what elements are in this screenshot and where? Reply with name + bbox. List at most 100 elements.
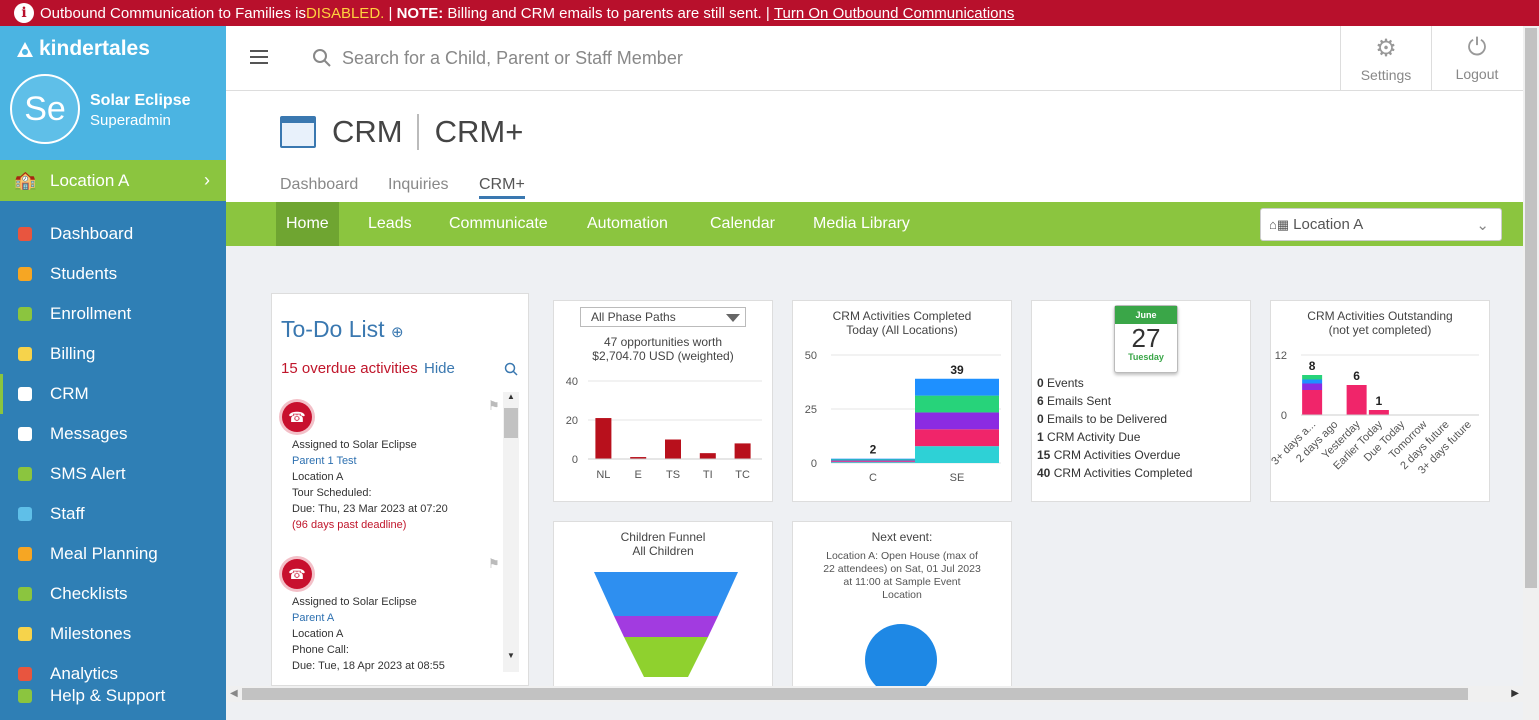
search-input[interactable] [342, 44, 842, 72]
summary-count: 0 [1037, 412, 1044, 426]
summary-count: 1 [1037, 430, 1044, 444]
sidebar-item-label: Students [50, 264, 118, 283]
activity-parent-link[interactable]: Parent A [292, 612, 335, 624]
kindertales-logo[interactable]: kindertales [14, 37, 150, 61]
sidebar-item-crm[interactable]: CRM [0, 374, 226, 414]
page-subtitle: CRM+ [434, 114, 524, 149]
flag-icon[interactable]: ⚑ [488, 398, 500, 413]
activity-parent-link[interactable]: Parent 1 Test [292, 455, 357, 467]
next-event-card: Next event: Location A: Open House (max … [792, 521, 1012, 691]
tab-dashboard[interactable]: Dashboard [280, 176, 359, 193]
sidebar-item-analytics[interactable]: Analytics [0, 654, 226, 694]
subnav-calendar[interactable]: Calendar [710, 215, 775, 232]
tab-inquiries[interactable]: Inquiries [388, 176, 449, 193]
sidebar-item-help-support[interactable]: Help & Support [0, 676, 226, 716]
sidebar-item-label: Billing [50, 344, 96, 363]
completed-title: CRM Activities Completed [832, 309, 972, 323]
sidebar-item-messages[interactable]: Messages [0, 414, 226, 454]
y-tick-label: 12 [1275, 350, 1287, 362]
settings-button[interactable]: ⚙ Settings [1340, 26, 1431, 90]
enrollment-icon [14, 304, 36, 324]
summary-label: Emails Sent [1043, 394, 1112, 408]
todo-title[interactable]: To-Do List ⊕ [281, 316, 404, 343]
add-circle-icon[interactable]: ⊕ [390, 324, 404, 341]
calendar-summary-card: June 27 Tuesday 0 Events 6 Emails Sent 0 E… [1031, 300, 1251, 502]
activities-outstanding-card: CRM Activities Outstanding (not yet comp… [1270, 300, 1490, 502]
page-header: CRM CRM+ [280, 114, 523, 150]
tab-crm-plus[interactable]: CRM+ [479, 176, 525, 199]
banner-note: NOTE: [396, 4, 444, 22]
summary-count: 15 [1037, 448, 1051, 462]
x-tick-label: E [635, 469, 642, 481]
y-tick-label: 50 [805, 350, 817, 362]
sidebar-item-staff[interactable]: Staff [0, 494, 226, 534]
horizontal-scrollbar[interactable]: ◀ ▶ [226, 686, 1523, 702]
sidebar-item-milestones[interactable]: Milestones [0, 614, 226, 654]
subnav-home[interactable]: Home [276, 202, 339, 246]
hide-link[interactable]: Hide [424, 360, 455, 377]
bar [1368, 410, 1389, 415]
billing-icon [14, 344, 36, 364]
hamburger-menu-icon[interactable] [250, 50, 268, 64]
scroll-down-icon[interactable]: ▼ [507, 651, 515, 660]
bar-segment [915, 412, 999, 430]
settings-label: Settings [1360, 66, 1412, 83]
logout-button[interactable]: ⏻ Logout [1431, 26, 1522, 90]
vertical-scrollbar[interactable] [1523, 26, 1539, 720]
summary-count: 6 [1037, 394, 1044, 408]
sidebar-item-students[interactable]: Students [0, 254, 226, 294]
location-select[interactable]: ⌂▦ Location A ⌄ [1260, 208, 1502, 241]
summary-count: 0 [1037, 376, 1044, 390]
flag-icon[interactable]: ⚑ [488, 556, 500, 571]
scroll-right-icon[interactable]: ▶ [1511, 688, 1519, 699]
subnav-communicate[interactable]: Communicate [449, 215, 548, 232]
scrollbar-thumb[interactable] [1525, 28, 1537, 588]
todo-scrollbar[interactable]: ▲ ▼ [503, 392, 519, 672]
next-event-line: at 11:00 at Sample Event [843, 576, 961, 588]
sidebar-item-label: Help & Support [50, 686, 166, 705]
kindertales-logo-icon [17, 42, 33, 57]
location-name: Location A [50, 170, 130, 190]
bar-segment [831, 461, 915, 463]
subnav-leads[interactable]: Leads [368, 215, 412, 232]
school-icon: 🏫 [14, 170, 37, 190]
opportunities-value: $2,704.70 USD (weighted) [592, 349, 734, 363]
turn-on-outbound-link[interactable]: Turn On Outbound Communications [773, 4, 1015, 22]
crm-icon [14, 384, 36, 404]
phase-path-select[interactable]: All Phase Paths [580, 307, 746, 327]
scroll-left-icon[interactable]: ◀ [230, 688, 238, 699]
activity-type-text: Tour Scheduled [292, 487, 369, 499]
activity-type: Tour Scheduled: [292, 487, 372, 499]
sidebar-item-meal-planning[interactable]: Meal Planning [0, 534, 226, 574]
location-switcher[interactable]: 🏫 Location A › [0, 160, 226, 201]
y-tick-label: 40 [566, 376, 578, 388]
scrollbar-thumb[interactable] [242, 688, 1468, 700]
sidebar-item-billing[interactable]: Billing [0, 334, 226, 374]
user-role: Superadmin [90, 112, 171, 129]
sidebar-item-sms-alert[interactable]: SMS Alert [0, 454, 226, 494]
search-icon [313, 49, 331, 67]
overdue-count: 15 overdue activities [281, 360, 418, 377]
activity-icon[interactable]: ☎ [282, 402, 312, 432]
dropdown-arrow-icon [726, 314, 740, 322]
summary-line: 6 Emails Sent [1037, 394, 1111, 408]
activity-icon[interactable]: ☎ [282, 559, 312, 589]
subnav-automation[interactable]: Automation [587, 215, 668, 232]
scroll-up-icon[interactable]: ▲ [507, 392, 515, 401]
x-tick-label: NL [596, 469, 610, 481]
sidebar-item-checklists[interactable]: Checklists [0, 574, 226, 614]
banner-text-2: Billing and CRM emails to parents are st… [443, 4, 774, 22]
avatar[interactable]: Se [10, 74, 80, 144]
sidebar-item-enrollment[interactable]: Enrollment [0, 294, 226, 334]
meal-icon [14, 544, 36, 564]
sidebar-item-dashboard[interactable]: Dashboard [0, 214, 226, 254]
event-circle [865, 624, 937, 690]
search-icon[interactable] [504, 362, 518, 376]
scrollbar-thumb[interactable] [504, 408, 518, 438]
summary-line: 0 Events [1037, 376, 1084, 390]
bar-segment [1302, 379, 1323, 384]
students-icon [14, 264, 36, 284]
children-funnel-card: Children Funnel All Children [553, 521, 773, 691]
calendar-date-icon: June 27 Tuesday [1114, 305, 1178, 373]
subnav-media-library[interactable]: Media Library [813, 215, 910, 232]
